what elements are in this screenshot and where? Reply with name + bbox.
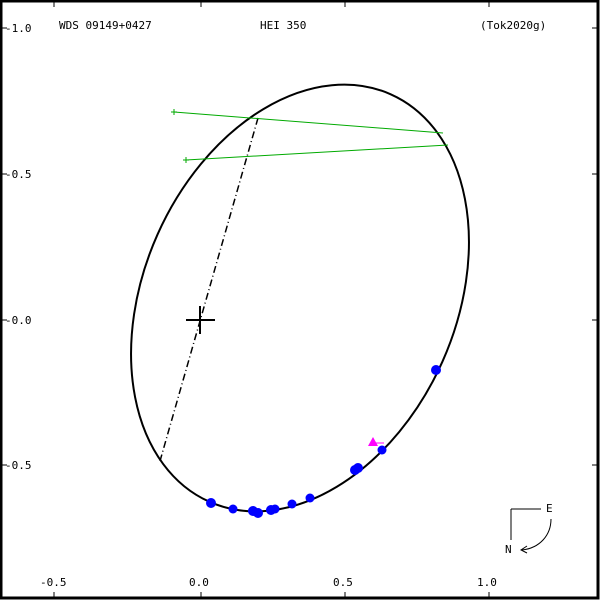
x-tick-label: 0.5: [333, 576, 353, 589]
x-tick-label: 0.0: [189, 576, 209, 589]
discoverer-label: HEI 350: [260, 19, 307, 32]
compass-icon: [510, 508, 552, 554]
y-tick-label: -0.5: [5, 168, 32, 181]
y-tick-label: -1.0: [5, 22, 32, 35]
y-tick-label: -0.5: [5, 459, 32, 472]
line-of-apsides: [159, 117, 259, 462]
x-tick-label: 1.0: [477, 576, 497, 589]
predicted-position-marker: [368, 437, 384, 446]
observation-points: [206, 365, 441, 518]
orbit-ellipse: [130, 83, 470, 513]
residual-lines: [171, 109, 449, 163]
reference-label: (Tok2020g): [480, 19, 547, 32]
x-tick-label: -0.5: [40, 576, 67, 589]
wds-id-label: WDS 09149+0427: [59, 19, 152, 32]
primary-star-icon: [186, 306, 215, 334]
y-tick-label: -0.0: [5, 314, 32, 327]
compass-east-label: E: [546, 502, 553, 515]
compass-north-label: N: [505, 543, 512, 556]
